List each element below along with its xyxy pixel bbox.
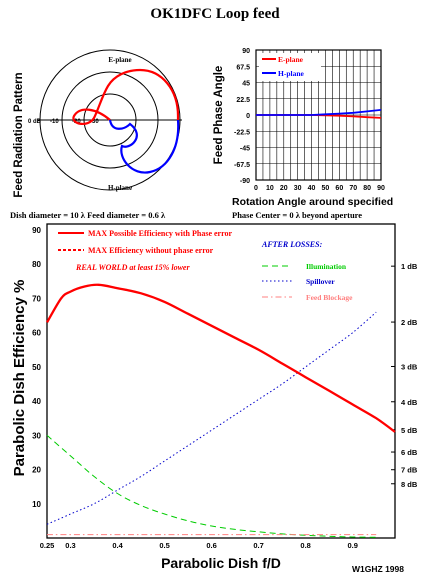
- db-tick-label: 1 dB: [401, 262, 418, 271]
- phase-y-tick-label: 90: [242, 48, 250, 55]
- phase-x-ticks: 0 10 20 30 40 50 60 70 80 90: [254, 185, 385, 192]
- phase-y-tick-label: 0: [246, 113, 250, 120]
- phase-y-tick-label: -45: [240, 146, 250, 153]
- main-x-tick-label: 0.7: [253, 541, 263, 550]
- phase-x-tick-label: 50: [322, 185, 330, 192]
- after-losses-label: AFTER LOSSES:: [261, 240, 323, 249]
- phase-chart: Feed Phase Angle 90 67.5 45 22.5 0 -22.5 -45 -6…: [213, 48, 393, 220]
- main-y-tick-label: 40: [32, 397, 41, 406]
- main-x-tick-label: 0.5: [159, 541, 169, 550]
- main-x-tick-label: 0.6: [206, 541, 216, 550]
- db-tick-label: 8 dB: [401, 480, 418, 489]
- e-plane-pattern: [72, 68, 180, 125]
- main-x-tick-label: 0.3: [65, 541, 75, 550]
- db-tick-label: 2 dB: [401, 318, 418, 327]
- phase-ylabel: Feed Phase Angle: [213, 66, 225, 165]
- main-y-tick-label: 10: [32, 500, 41, 509]
- polar-ylabel: Feed Radiation Pattern: [13, 72, 25, 197]
- main-x-ticks: 0.25 0.3 0.4 0.5 0.6 0.7 0.8 0.9: [40, 541, 358, 550]
- legend-max-nophase-label: MAX Efficiency without phase error: [88, 246, 214, 255]
- main-y-ticks: 90 80 70 60 50 40 30 20 10: [32, 226, 41, 509]
- phase-x-tick-label: 20: [280, 185, 288, 192]
- main-ylabel: Parabolic Dish Efficiency %: [11, 280, 28, 477]
- h-plane-label: H-plane: [108, 184, 132, 192]
- ring-label-30: -30: [90, 119, 99, 125]
- phase-y-tick-label: 22.5: [236, 97, 250, 104]
- db-tick-label: 4 dB: [401, 398, 418, 407]
- illumination-line: [46, 434, 377, 538]
- spillover-line: [46, 311, 377, 525]
- legend-spill-label: Spillover: [306, 277, 335, 286]
- main-y-tick-label: 90: [32, 226, 41, 235]
- h-plane-pattern: [108, 119, 180, 174]
- phase-x-tick-label: 10: [266, 185, 274, 192]
- phase-x-tick-label: 70: [349, 185, 357, 192]
- phase-x-tick-label: 40: [308, 185, 316, 192]
- main-y-tick-label: 60: [32, 329, 41, 338]
- phase-x-tick-label: 30: [294, 185, 302, 192]
- legend-block-label: Feed Blockage: [306, 293, 353, 302]
- main-y-tick-label: 80: [32, 260, 41, 269]
- legend-h-label: H-plane: [278, 69, 305, 78]
- main-db-ticks: 1 dB 2 dB 3 dB 4 dB 5 dB 6 dB 7 dB 8 dB: [391, 262, 418, 489]
- phase-x-tick-label: 60: [335, 185, 343, 192]
- e-plane-label: E-plane: [108, 56, 131, 64]
- main-y-tick-label: 30: [32, 431, 41, 440]
- main-y-tick-label: 70: [32, 294, 41, 303]
- title: OK1DFC Loop feed: [150, 6, 280, 22]
- main-x-tick-label: 0.8: [300, 541, 310, 550]
- legend-max-label: MAX Possible Efficiency with Phase error: [88, 229, 232, 238]
- efficiency-chart: Parabolic Dish Efficiency % 90 80 70 60 50 40…: [11, 223, 418, 574]
- phase-y-tick-label: -90: [240, 178, 250, 185]
- real-world-note: REAL WORLD at least 15% lower: [75, 263, 190, 272]
- main-x-tick-label: 0.4: [112, 541, 123, 550]
- phase-caption: Phase Center = 0 λ beyond aperture: [232, 210, 362, 220]
- phase-x-tick-label: 80: [363, 185, 371, 192]
- db-tick-label: 7 dB: [401, 466, 418, 475]
- main-plot-area: [46, 223, 396, 539]
- phase-legend-box: [259, 53, 321, 81]
- legend-e-label: E-plane: [278, 55, 304, 64]
- phase-y-tick-label: -22.5: [234, 129, 250, 136]
- db-tick-label: 6 dB: [401, 448, 418, 457]
- phase-x-tick-label: 90: [377, 185, 385, 192]
- main-y-tick-label: 20: [32, 466, 41, 475]
- ring-label-0: 0 dB: [28, 119, 42, 125]
- main-xlabel: Parabolic Dish f/D: [161, 555, 281, 571]
- phase-y-tick-label: 45: [242, 81, 250, 88]
- phase-x-tick-label: 0: [254, 185, 258, 192]
- main-x-tick-label: 0.25: [40, 541, 55, 550]
- phase-h-plane-line: [256, 109, 382, 116]
- ring-label-10: -10: [50, 119, 59, 125]
- phase-xlabel: Rotation Angle around specified: [232, 196, 393, 208]
- phase-y-ticks: 90 67.5 45 22.5 0 -22.5 -45 -67.5 -90: [234, 48, 250, 185]
- db-tick-label: 3 dB: [401, 362, 418, 371]
- main-x-tick-label: 0.9: [347, 541, 357, 550]
- max-efficiency-line: [46, 283, 396, 433]
- phase-y-tick-label: -67.5: [234, 162, 250, 169]
- phase-y-tick-label: 67.5: [236, 64, 250, 71]
- polar-chart: Feed Radiation Pattern 0 dB -10 -20 -30 …: [10, 49, 182, 220]
- credit: W1GHZ 1998: [352, 564, 404, 574]
- main-y-tick-label: 50: [32, 363, 41, 372]
- db-tick-label: 5 dB: [401, 426, 418, 435]
- polar-caption: Dish diameter = 10 λ Feed diameter = 0.6…: [10, 210, 166, 220]
- legend-illum-label: Illumination: [306, 262, 347, 271]
